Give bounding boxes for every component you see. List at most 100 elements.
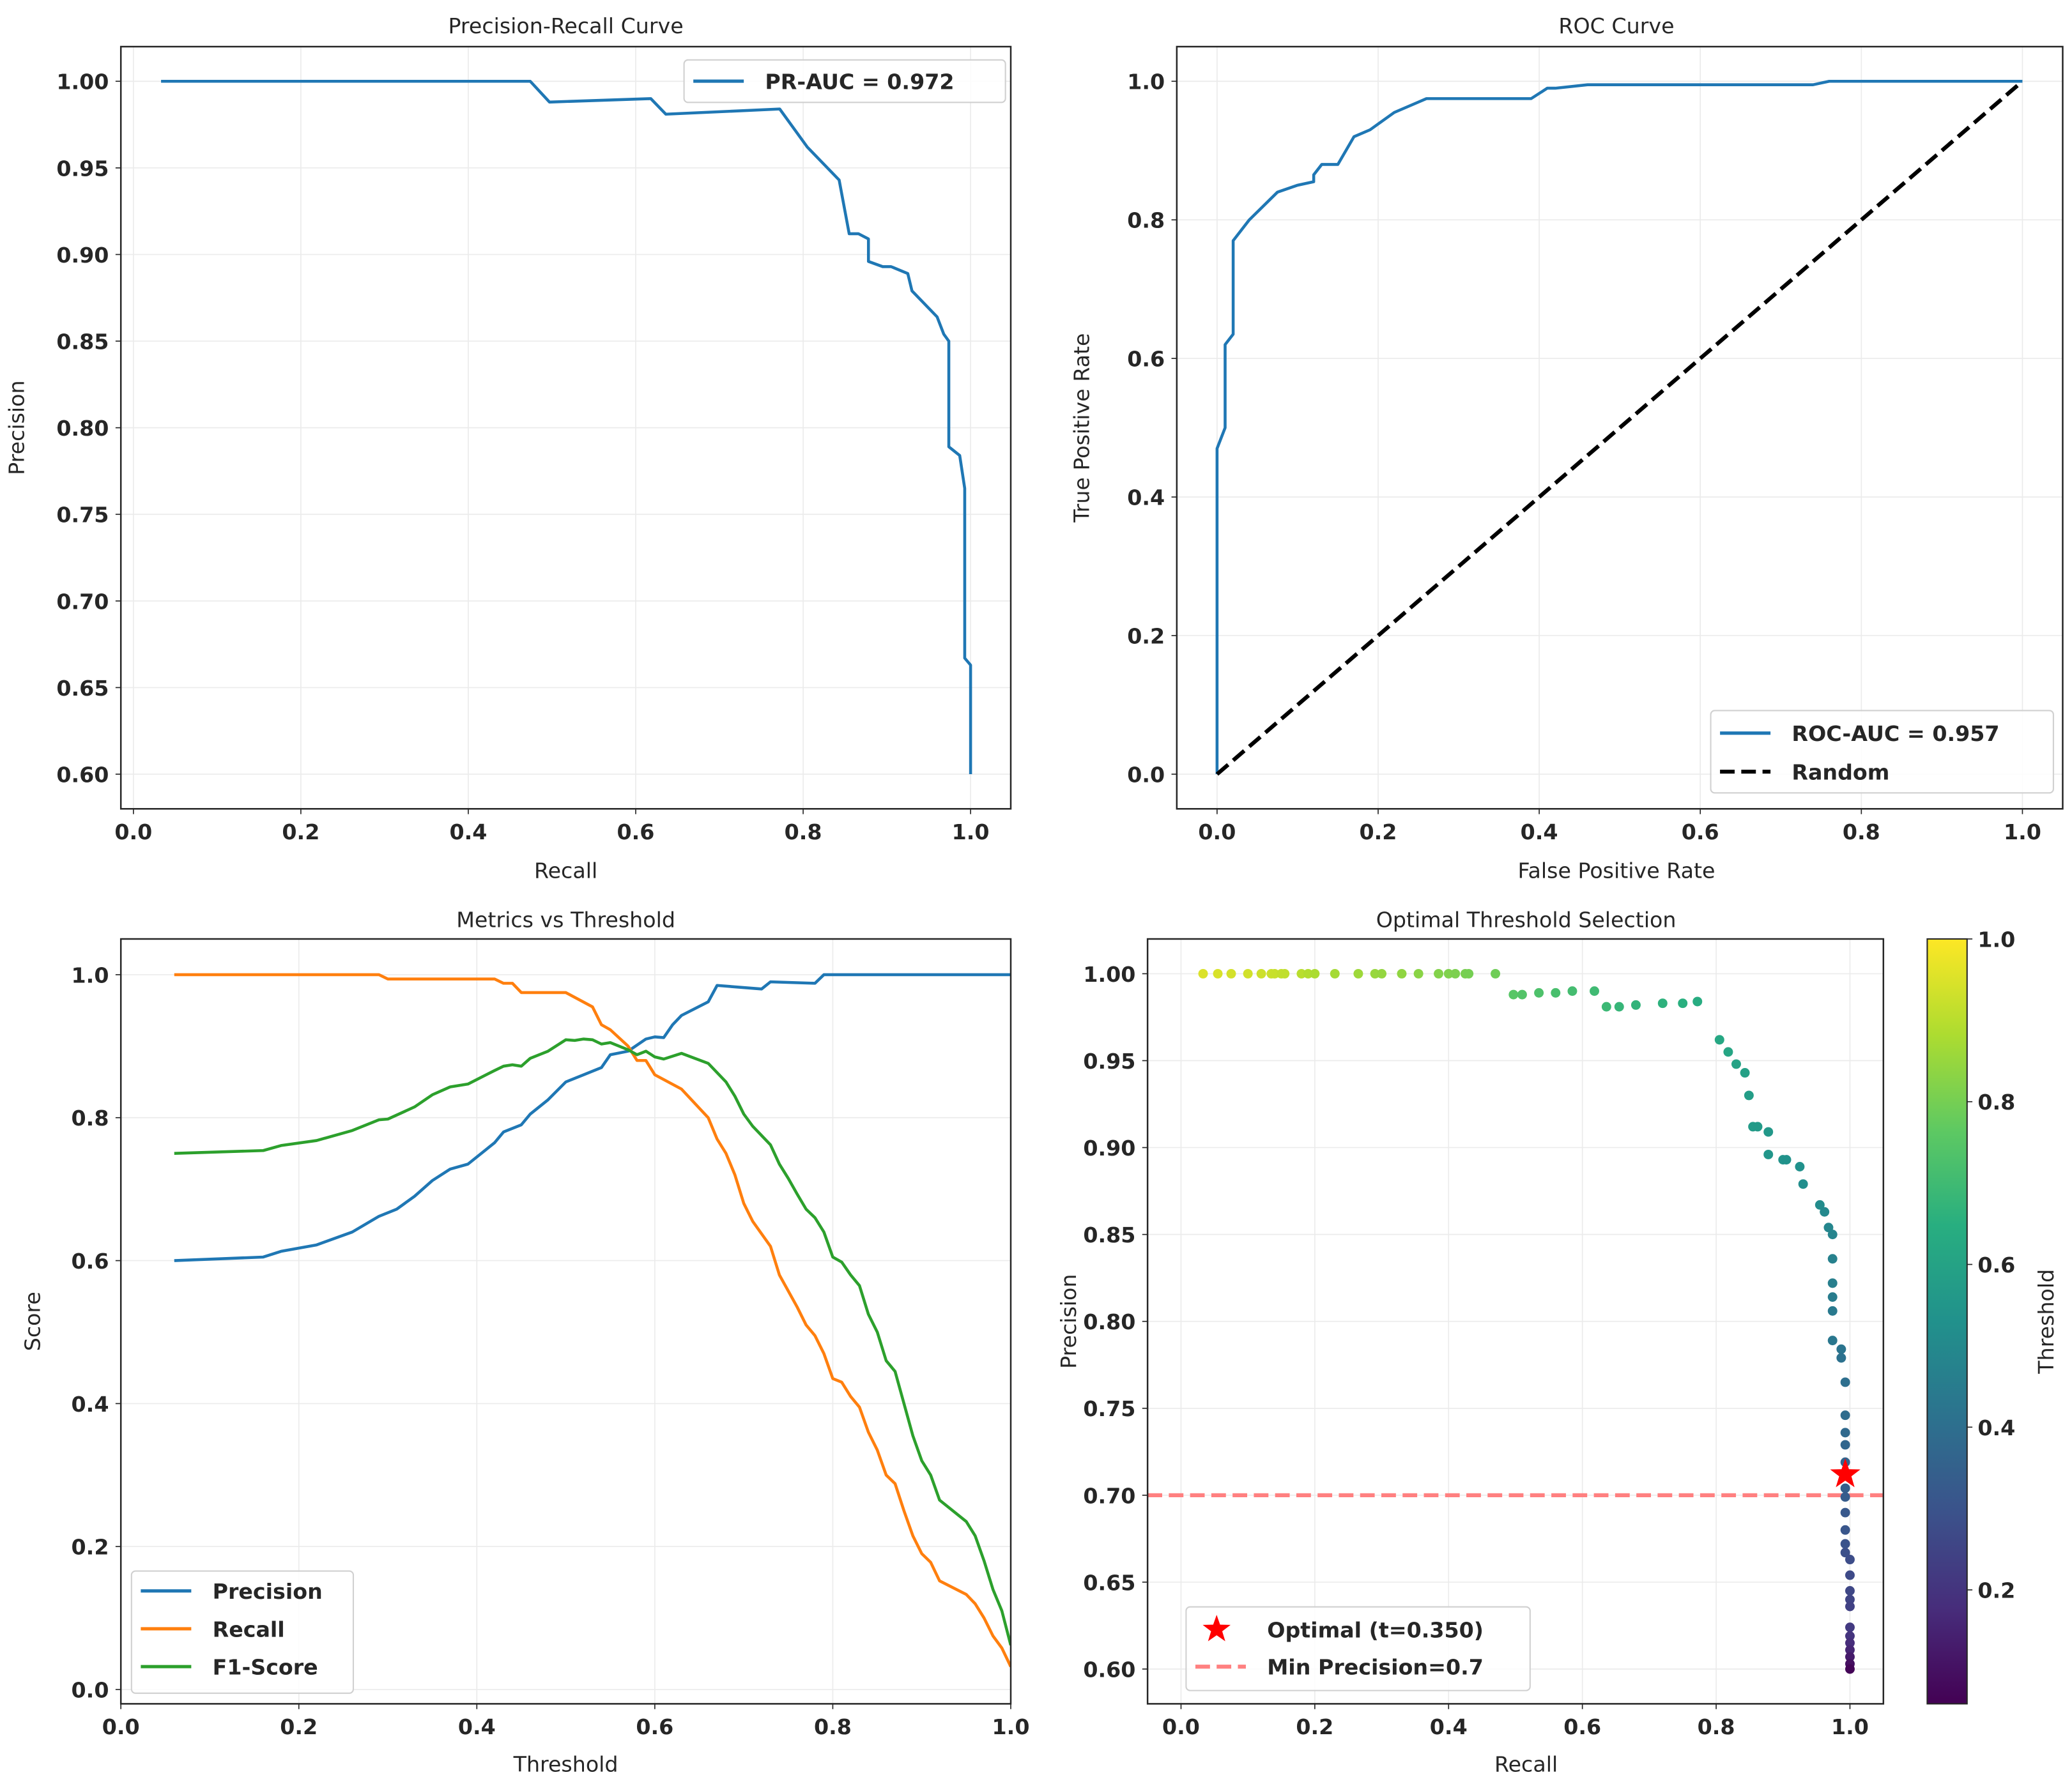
y-tick-label: 0.90 (56, 243, 109, 268)
scatter-point (1763, 1127, 1774, 1137)
axes-frame (119, 45, 1012, 810)
scatter-point (1827, 1292, 1838, 1302)
y-axis-label: Precision (4, 380, 29, 475)
scatter-point (1827, 1278, 1838, 1288)
y-axis-label: True Positive Rate (1070, 333, 1094, 523)
scatter-point (1815, 1200, 1825, 1210)
legend-label: Min Precision=0.7 (1267, 1655, 1484, 1680)
scatter-point (1845, 1652, 1855, 1662)
y-axis-label: Precision (1056, 1274, 1081, 1369)
plot-marks (161, 79, 972, 775)
scatter-point (1795, 1162, 1805, 1171)
scatter-point (1827, 1230, 1838, 1240)
y-tick-label: 0.90 (1083, 1136, 1135, 1161)
x-tick-label: 0.2 (1360, 820, 1397, 844)
scatter-point (1845, 1601, 1855, 1612)
colorbar-tick-label: 0.8 (1977, 1090, 2015, 1115)
legend-box (130, 1570, 355, 1694)
scatter-point (1397, 968, 1407, 979)
x-tick-label: 0.2 (280, 1714, 318, 1739)
y-tick-label: 1.00 (56, 70, 109, 95)
scatter-point (1567, 986, 1577, 996)
legend-label: F1-Score (213, 1655, 318, 1680)
scatter-point (1692, 996, 1703, 1007)
scatter-point (1840, 1410, 1850, 1421)
scatter-point (1631, 1000, 1641, 1010)
y-tick-label: 0.0 (1127, 763, 1165, 788)
y-tick-label: 0.4 (72, 1392, 109, 1417)
legend-label: PR-AUC = 0.972 (765, 70, 954, 95)
colorbar (1926, 938, 1968, 1705)
chart-panel-3: 0.0 0.2 0.4 0.6 0.8 1.0 0.60 0.65 0.70 0.75 0.80 0.… (1056, 907, 2059, 1776)
series-line-precision (174, 973, 1011, 1262)
y-tick-label: 0.60 (1083, 1657, 1135, 1682)
x-tick-label: 0.0 (1162, 1714, 1200, 1739)
scatter-point (1827, 1306, 1838, 1316)
y-tick-label: 0.60 (56, 763, 109, 788)
scatter-point (1601, 1002, 1611, 1012)
x-tick-label: 1.0 (2004, 820, 2041, 844)
scatter-point (1845, 1631, 1855, 1641)
scatter-point (1353, 968, 1363, 979)
scatter-point (1744, 1090, 1754, 1101)
chart-panel-2: 0.0 0.2 0.4 0.6 0.8 1.0 0.0 0.2 0.4 0.6 0.8 1.0 Metr… (20, 907, 1029, 1776)
x-tick-label: 0.8 (814, 1714, 852, 1739)
y-tick-label: 0.80 (1083, 1309, 1135, 1334)
x-tick-label: 0.0 (102, 1714, 140, 1739)
x-tick-label: 0.4 (449, 820, 487, 844)
scatter-point (1614, 1002, 1624, 1012)
x-tick-label: 1.0 (1831, 1714, 1869, 1739)
scatter-point (1845, 1638, 1855, 1648)
x-tick-label: 1.0 (952, 820, 990, 844)
x-axis-label: False Positive Rate (1517, 858, 1715, 883)
scatter-point (1270, 968, 1280, 979)
scatter-point (1443, 968, 1454, 979)
scatter-point (1330, 968, 1340, 979)
scatter-point (1845, 1555, 1855, 1565)
plot-marks (174, 973, 1011, 1668)
x-tick-label: 0.8 (1843, 820, 1880, 844)
axes-frame (1146, 938, 1885, 1705)
scatter-point (1836, 1344, 1846, 1354)
y-tick-label: 0.85 (1083, 1223, 1135, 1247)
legend-box (1710, 710, 2054, 794)
scatter-point (1491, 968, 1501, 979)
y-tick-label: 0.2 (72, 1535, 109, 1560)
scatter-point (1840, 1548, 1850, 1558)
scatter-point (1370, 968, 1380, 979)
legend-label: Optimal (t=0.350) (1267, 1617, 1484, 1642)
scatter-point (1840, 1539, 1850, 1549)
x-tick-label: 0.0 (1198, 820, 1236, 844)
scatter-point (1434, 968, 1444, 979)
scatter-point (1845, 1622, 1855, 1633)
scatter-point (1845, 1570, 1855, 1580)
colorbar-tick-label: 1.0 (1977, 927, 2015, 952)
y-tick-label: 0.0 (72, 1678, 109, 1703)
scatter-point (1845, 1645, 1855, 1655)
y-tick-label: 0.4 (1127, 485, 1165, 510)
scatter-point (1827, 1254, 1838, 1264)
legend: Optimal (t=0.350) Min Precision=0.7 (1185, 1606, 1531, 1691)
series-line-f1-score (174, 1037, 1011, 1646)
plot-marks (1215, 79, 2024, 776)
x-tick-label: 1.0 (992, 1714, 1030, 1739)
x-tick-label: 0.2 (282, 820, 319, 844)
x-axis-label: Threshold (513, 1751, 618, 1776)
y-tick-label: 0.85 (56, 330, 109, 355)
y-axis-label: Score (20, 1292, 45, 1351)
scatter-point (1731, 1059, 1741, 1069)
scatter-point (1377, 968, 1387, 979)
colorbar-label: Threshold (2034, 1269, 2059, 1375)
colorbar-tick-label: 0.4 (1977, 1415, 2015, 1440)
scatter-point (1845, 1594, 1855, 1605)
scatter-point (1243, 968, 1253, 979)
scatter-point (1781, 1155, 1792, 1165)
y-tick-label: 0.65 (56, 676, 109, 701)
chart-title: Metrics vs Threshold (456, 907, 675, 932)
y-tick-label: 0.75 (1083, 1396, 1135, 1421)
y-tick-label: 0.6 (1127, 347, 1165, 372)
scatter-point (1464, 968, 1474, 979)
scatter-point (1740, 1068, 1750, 1078)
legend-label: Recall (213, 1617, 285, 1642)
y-tick-label: 0.80 (56, 416, 109, 441)
